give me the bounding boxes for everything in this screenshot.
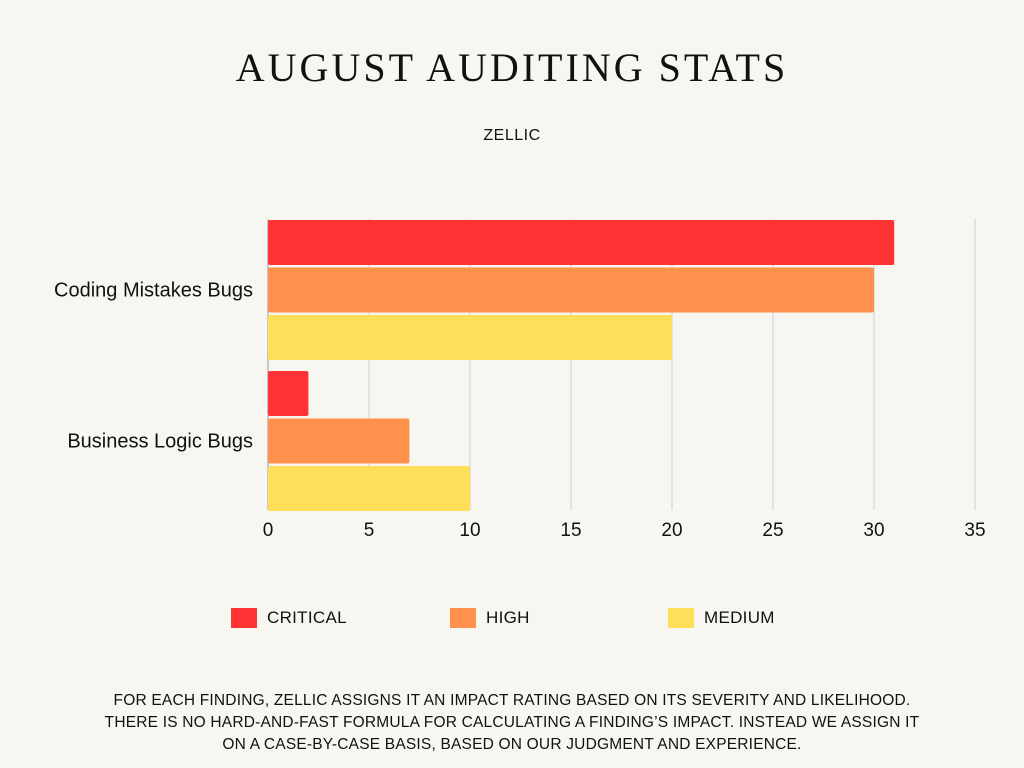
bars	[268, 220, 895, 511]
footnote: FOR EACH FINDING, ZELLIC ASSIGNS IT AN I…	[104, 692, 920, 753]
legend: CRITICAL HIGH MEDIUM	[0, 608, 1024, 632]
x-tick-label: 5	[364, 520, 375, 541]
x-tick-label: 20	[661, 520, 682, 541]
x-tick-label: 30	[863, 520, 884, 541]
legend-label-critical: CRITICAL	[267, 608, 347, 627]
bar-high	[268, 267, 874, 313]
bar-chart: 0 5 10 15 20 25 30 35 Coding Mistakes Bugs Busine…	[54, 219, 986, 542]
labels: 0 5 10 15 20 25 30 35 Coding Mistakes Bugs Busine…	[54, 280, 986, 542]
subtitle: ZELLIC	[483, 127, 541, 144]
x-tick-label: 25	[762, 520, 783, 541]
legend-swatch-medium	[668, 608, 694, 628]
legend-item-high: HIGH	[450, 608, 530, 628]
category-label: Business Logic Bugs	[67, 431, 253, 453]
legend-label-high: HIGH	[486, 608, 530, 627]
legend-label-medium: MEDIUM	[704, 608, 775, 627]
legend-swatch-high	[450, 608, 476, 628]
bar-medium	[268, 315, 672, 360]
legend-item-medium: MEDIUM	[668, 608, 775, 628]
legend-item-critical: CRITICAL	[231, 608, 347, 628]
bar-high	[268, 418, 410, 464]
bar-critical	[268, 371, 309, 416]
x-tick-label: 15	[560, 520, 581, 541]
page-title: AUGUST AUDITING STATS	[235, 45, 789, 90]
x-tick-label: 35	[964, 520, 985, 541]
bar-medium	[268, 466, 470, 511]
category-label: Coding Mistakes Bugs	[54, 280, 253, 302]
legend-swatch-critical	[231, 608, 257, 628]
bar-critical	[268, 220, 895, 265]
x-tick-label: 10	[459, 520, 480, 541]
x-tick-label: 0	[263, 520, 274, 541]
